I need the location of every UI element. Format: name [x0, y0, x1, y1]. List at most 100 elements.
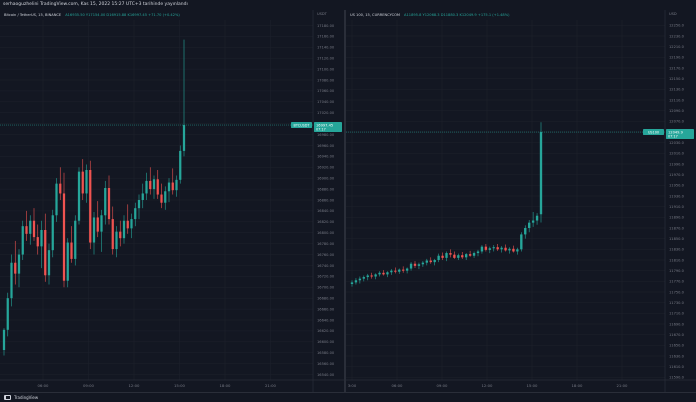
us100-chart-pane[interactable]: USD 12250.0 12230.0 12210.0 12190.0 12170.0 12…: [345, 10, 696, 392]
btc-candle[interactable]: [32, 208, 36, 241]
us100-candle[interactable]: [539, 122, 543, 223]
us100-candle[interactable]: [437, 253, 440, 263]
us100-candle[interactable]: [524, 225, 527, 239]
us100-candle[interactable]: [445, 251, 448, 262]
btc-candle[interactable]: [66, 238, 69, 288]
us100-candle[interactable]: [488, 246, 491, 254]
btc-candle[interactable]: [89, 160, 92, 250]
us100-candle[interactable]: [468, 250, 472, 257]
us100-candle[interactable]: [390, 269, 393, 275]
btc-candle[interactable]: [156, 170, 159, 199]
btc-candle[interactable]: [119, 220, 122, 247]
us100-candle[interactable]: [500, 246, 503, 253]
btc-candle[interactable]: [59, 167, 62, 200]
btc-candle[interactable]: [126, 204, 129, 234]
us100-candle[interactable]: [441, 252, 444, 260]
us100-candle[interactable]: [484, 244, 488, 252]
us100-plot[interactable]: [346, 20, 665, 380]
us100-candle[interactable]: [449, 249, 452, 258]
btc-plot[interactable]: [0, 20, 313, 380]
btc-candle[interactable]: [55, 178, 58, 222]
btc-candle[interactable]: [96, 201, 99, 238]
btc-candle[interactable]: [152, 175, 156, 199]
btc-candle[interactable]: [141, 183, 144, 209]
us100-candle[interactable]: [516, 247, 519, 255]
btc-candle[interactable]: [122, 215, 126, 244]
btc-candle[interactable]: [81, 159, 84, 200]
btc-candle[interactable]: [179, 145, 182, 184]
btc-candle[interactable]: [145, 172, 148, 200]
btc-candle[interactable]: [137, 194, 141, 220]
btc-candle[interactable]: [171, 168, 174, 195]
btc-candle[interactable]: [47, 243, 51, 285]
us100-candle[interactable]: [465, 253, 468, 260]
btc-candle[interactable]: [51, 209, 54, 258]
btc-candle[interactable]: [100, 209, 103, 252]
us100-candle[interactable]: [520, 232, 523, 252]
btc-candle[interactable]: [149, 167, 152, 195]
us100-candle[interactable]: [409, 262, 413, 271]
btc-candle[interactable]: [25, 210, 28, 241]
us100-candle[interactable]: [429, 257, 432, 264]
us100-candle[interactable]: [531, 212, 535, 227]
btc-candle[interactable]: [44, 213, 47, 282]
us100-candle[interactable]: [453, 251, 456, 259]
us100-candle[interactable]: [413, 261, 417, 268]
btc-candle[interactable]: [6, 292, 9, 337]
us100-candle[interactable]: [405, 267, 409, 274]
us100-candle[interactable]: [535, 213, 539, 225]
us100-candle[interactable]: [480, 245, 484, 254]
us100-candle[interactable]: [417, 262, 421, 270]
us100-candle[interactable]: [394, 267, 397, 274]
btc-candle[interactable]: [2, 328, 6, 356]
btc-candle[interactable]: [62, 172, 66, 288]
btc-candle[interactable]: [10, 254, 13, 307]
us100-candle[interactable]: [378, 271, 381, 277]
btc-candle[interactable]: [167, 178, 171, 203]
btc-candle[interactable]: [74, 215, 77, 266]
us100-candle[interactable]: [402, 266, 405, 273]
btc-candle[interactable]: [92, 212, 96, 255]
us100-candle[interactable]: [496, 244, 499, 251]
btc-candle[interactable]: [115, 226, 118, 258]
btc-candlestick-chart[interactable]: USDT 17180.00 17160.00 17140.00 17120.00 1710…: [0, 10, 345, 392]
btc-y-axis[interactable]: USDT 17180.00 17160.00 17140.00 17120.00 1710…: [317, 12, 335, 377]
btc-candle[interactable]: [160, 183, 163, 209]
btc-candle[interactable]: [36, 224, 39, 255]
us100-candle[interactable]: [354, 278, 358, 285]
us100-candle[interactable]: [362, 275, 365, 282]
btc-candle[interactable]: [175, 175, 178, 197]
btc-candle[interactable]: [134, 202, 137, 227]
us100-candle[interactable]: [421, 261, 425, 267]
btc-candle[interactable]: [21, 220, 24, 260]
us100-candle[interactable]: [492, 245, 495, 252]
us100-candle[interactable]: [350, 280, 354, 287]
us100-candlestick-chart[interactable]: USD 12250.0 12230.0 12210.0 12190.0 12170.0 12…: [346, 10, 696, 392]
btc-candle[interactable]: [17, 249, 21, 288]
us100-candle[interactable]: [476, 249, 480, 257]
us100-candle[interactable]: [457, 253, 460, 260]
btc-candle[interactable]: [70, 226, 73, 263]
us100-candle[interactable]: [512, 245, 515, 253]
btc-candle[interactable]: [111, 206, 114, 255]
us100-candle[interactable]: [433, 258, 436, 266]
btc-candle[interactable]: [29, 215, 32, 245]
us100-candle[interactable]: [504, 244, 507, 252]
us100-candle[interactable]: [425, 258, 428, 266]
us100-candle[interactable]: [366, 273, 369, 281]
btc-candle[interactable]: [85, 164, 88, 203]
btc-chart-pane[interactable]: USDT 17180.00 17160.00 17140.00 17120.00 1710…: [0, 10, 345, 392]
us100-candle[interactable]: [382, 270, 385, 276]
us100-candle[interactable]: [386, 271, 389, 278]
us100-candle[interactable]: [508, 247, 511, 254]
btc-candle[interactable]: [107, 175, 111, 225]
btc-candle[interactable]: [104, 180, 107, 225]
btc-candle[interactable]: [164, 186, 167, 210]
btc-x-axis[interactable]: 06:00 09:00 12:00 15:00 18:00 21:00: [38, 383, 277, 388]
btc-candle[interactable]: [77, 167, 81, 225]
us100-candle[interactable]: [461, 252, 464, 259]
us100-y-axis[interactable]: USD 12250.0 12230.0 12210.0 12190.0 12170.0 12…: [669, 12, 685, 380]
us100-candle[interactable]: [370, 272, 373, 279]
btc-candle[interactable]: [40, 220, 43, 269]
btc-candle[interactable]: [130, 213, 133, 239]
